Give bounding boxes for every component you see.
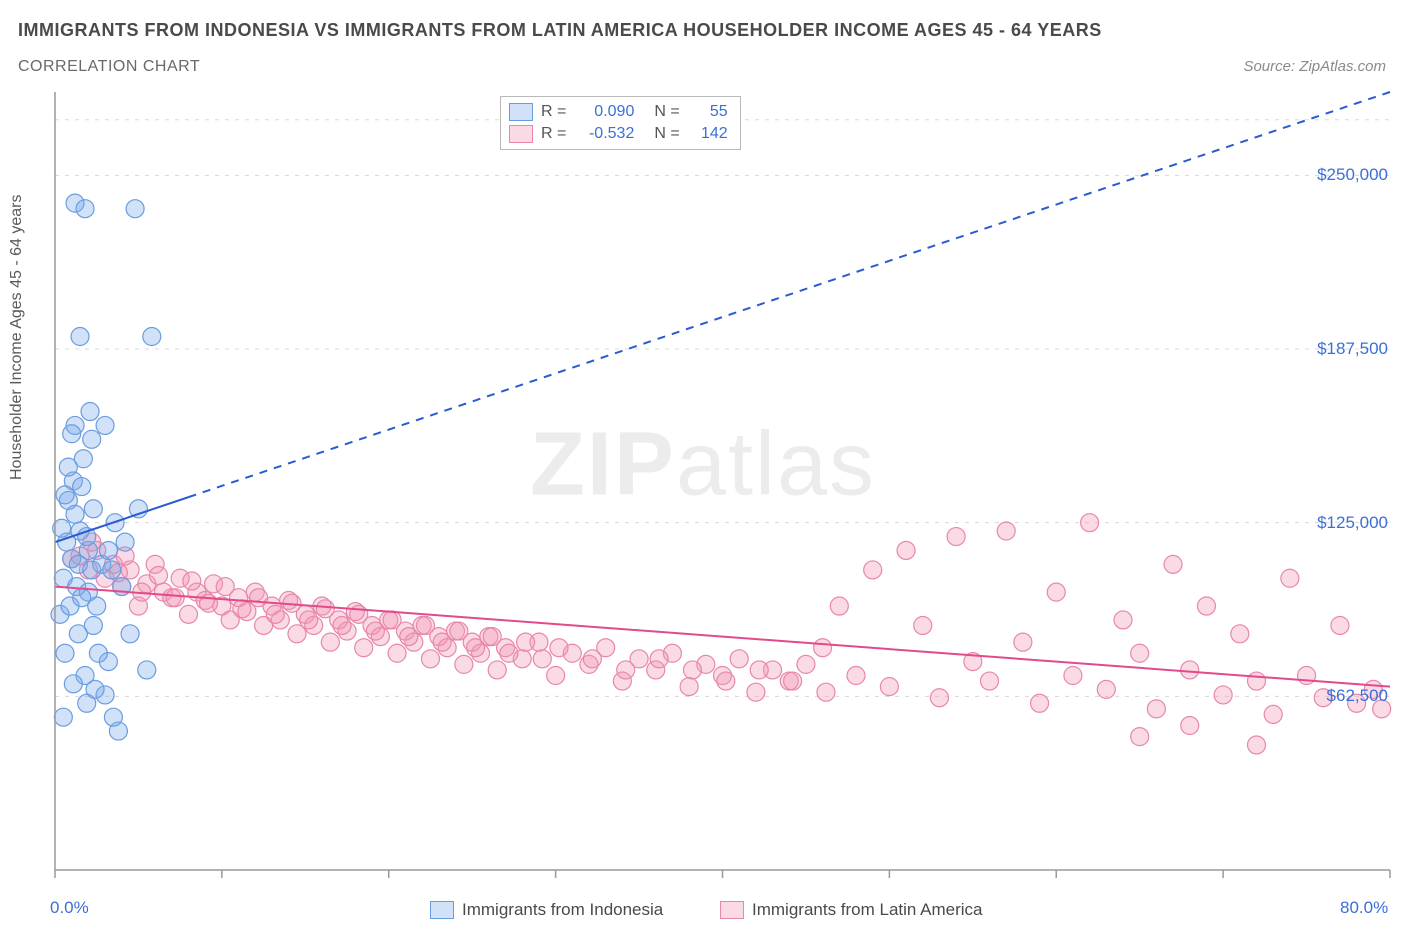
legend-row: R =-0.532N =142 [509, 123, 728, 145]
series-legend-indonesia: Immigrants from Indonesia [430, 900, 663, 920]
y-tick-label: $62,500 [1327, 686, 1388, 706]
y-tick-label: $125,000 [1317, 513, 1388, 533]
y-tick-label: $250,000 [1317, 165, 1388, 185]
legend-label: Immigrants from Indonesia [462, 900, 663, 920]
series-legend-latin-america: Immigrants from Latin America [720, 900, 983, 920]
correlation-legend: R =0.090N =55R =-0.532N =142 [500, 96, 741, 150]
x-tick-label: 0.0% [50, 898, 89, 918]
x-tick-label: 80.0% [1340, 898, 1388, 918]
y-tick-label: $187,500 [1317, 339, 1388, 359]
legend-row: R =0.090N =55 [509, 101, 728, 123]
legend-swatch [720, 901, 744, 919]
legend-swatch [430, 901, 454, 919]
legend-label: Immigrants from Latin America [752, 900, 983, 920]
